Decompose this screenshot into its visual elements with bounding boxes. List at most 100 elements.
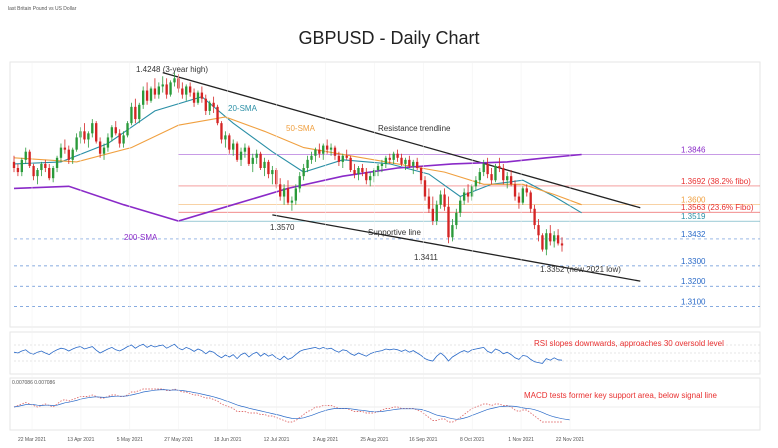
date-tick-label: 27 May 2021 (164, 437, 193, 443)
candle-body (208, 102, 211, 111)
candle-body (314, 149, 317, 156)
level-label: 1.3692 (38.2% fibo) (681, 177, 751, 186)
candle-body (75, 137, 78, 150)
candle-body (306, 159, 309, 168)
candle-body (310, 155, 313, 160)
candle-body (290, 200, 294, 203)
candle-body (333, 147, 337, 156)
candle-body (376, 165, 380, 171)
candle-body (408, 159, 411, 166)
candle-body (517, 196, 521, 203)
candle-body (173, 78, 176, 83)
candle-body (161, 84, 164, 87)
candle-body (145, 90, 149, 101)
label-50-sma: 50-SMA (286, 124, 316, 133)
candle-body (149, 88, 153, 101)
macd-note: MACD tests former key support area, belo… (524, 391, 718, 400)
candle-body (462, 192, 466, 201)
candle-body (451, 225, 454, 238)
date-tick-label: 22 Nov 2021 (556, 437, 585, 443)
candle-body (443, 194, 446, 207)
date-tick-label: 16 Sep 2021 (409, 437, 438, 443)
candle-body (521, 188, 525, 203)
candle-body (388, 157, 391, 160)
candle-body (95, 123, 98, 142)
candle-body (322, 145, 325, 154)
trendline (162, 71, 641, 209)
macd-signal-line (13, 389, 570, 421)
candle-body (486, 163, 489, 175)
candle-body (44, 163, 47, 168)
candle-body (482, 163, 485, 173)
candle-body (83, 131, 86, 140)
candle-body (204, 98, 207, 111)
candle-body (498, 165, 501, 168)
candle-body (282, 188, 286, 197)
chart-title: GBPUSD - Daily Chart (298, 28, 479, 48)
trendline (272, 214, 641, 282)
candle-body (228, 135, 231, 150)
level-label: 1.3600 (681, 196, 706, 205)
candle-body (271, 170, 274, 175)
annotation-new-2021-low: 1.3352 (new 2021 low) (540, 265, 621, 274)
candle-body (243, 147, 247, 152)
candle-body (267, 161, 270, 175)
candle-body (415, 161, 419, 168)
candle-body (16, 168, 20, 173)
candle-body (490, 174, 493, 181)
candle-body (51, 168, 55, 179)
candle-body (541, 235, 544, 250)
date-axis: 22 Mar 2021 13 Apr 2021 5 May 2021 27 May 2… (18, 62, 584, 443)
annotation-1-3570: 1.3570 (270, 223, 295, 232)
candle-body (455, 212, 458, 226)
price-panel-frame (9, 61, 761, 328)
candle-body (345, 155, 348, 158)
candle-body (325, 145, 329, 150)
candle-body (459, 200, 462, 213)
candle-body (337, 155, 341, 162)
date-tick-label: 18 Jun 2021 (214, 437, 242, 443)
date-tick-label: 8 Oct 2021 (460, 437, 485, 443)
candle-body (169, 82, 172, 95)
candle-body (419, 168, 423, 181)
candle-body (349, 157, 352, 171)
candle-body (114, 127, 117, 134)
date-tick-label: 5 May 2021 (117, 437, 143, 443)
candle-body (157, 86, 161, 95)
candle-body (529, 192, 532, 209)
candle-body (40, 163, 43, 171)
candle-body (369, 176, 372, 181)
macd-scale-label: 0.007086 0.007086 (12, 380, 55, 386)
candle-body (216, 106, 219, 124)
level-label: 1.3200 (681, 277, 706, 286)
candle-body (98, 141, 102, 154)
candle-body (118, 133, 121, 144)
candle-body (212, 102, 215, 107)
candle-body (365, 172, 368, 181)
candle-body (341, 155, 344, 162)
candle-body (329, 147, 333, 150)
annotation-3yr-high: 1.4248 (3-year high) (136, 65, 208, 74)
candle-body (185, 86, 188, 95)
candle-body (141, 90, 145, 105)
level-label: 1.3846 (681, 146, 706, 155)
candle-body (165, 84, 168, 95)
label-20-sma: 20-SMA (228, 104, 258, 113)
candle-body (247, 147, 251, 164)
candle-body (474, 180, 478, 187)
macd-panel-frame (9, 377, 761, 431)
candle-body (200, 92, 204, 99)
candle-body (255, 153, 258, 158)
candle-body (67, 149, 70, 160)
candle-body (263, 161, 266, 168)
candle-body (400, 157, 403, 164)
candle-body (224, 135, 227, 140)
candle-body (560, 243, 564, 246)
candle-body (48, 168, 51, 179)
candle-body (286, 188, 290, 203)
candle-body (412, 161, 415, 166)
date-tick-label: 13 Apr 2021 (67, 437, 94, 443)
macd-line (13, 388, 562, 423)
candle-body (447, 206, 450, 238)
candle-body (55, 157, 59, 168)
